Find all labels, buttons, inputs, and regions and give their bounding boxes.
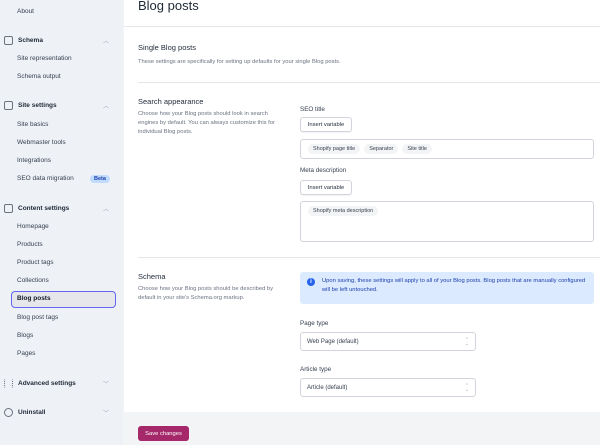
variable-chip[interactable]: Shopify page title (308, 144, 361, 154)
sidebar-group-advanced-settings[interactable]: Advanced settings ﹀ (4, 379, 109, 388)
select-value: Web Page (default) (307, 338, 359, 345)
info-text: Upon saving, these settings will apply t… (322, 278, 586, 293)
article-type-label: Article type (300, 366, 332, 373)
section-heading-search: Search appearance (138, 97, 204, 106)
section-description-schema: Choose how your Blog posts should be des… (138, 286, 274, 301)
sidebar-item-products[interactable]: Products (17, 241, 43, 248)
beta-badge: Beta (90, 175, 110, 183)
select-value: Article (default) (307, 384, 348, 391)
page-type-select[interactable]: Web Page (default) ⌃ ⌄ (300, 332, 476, 351)
sliders-icon (4, 379, 13, 388)
database-icon (4, 36, 13, 45)
sidebar-item-blog-post-tags[interactable]: Blog post tags (17, 314, 59, 321)
variable-chip[interactable]: Shopify meta description (308, 206, 379, 216)
chevron-down-icon: ﹀ (102, 411, 109, 417)
divider (138, 82, 600, 83)
meta-description-input[interactable]: Shopify meta description (300, 201, 594, 242)
page-title: Blog posts (138, 0, 199, 13)
group-label: Advanced settings (18, 380, 76, 387)
sidebar-item-blog-posts[interactable]: Blog posts (17, 295, 51, 302)
meta-description-label: Meta description (300, 167, 347, 174)
alert-circle-icon (4, 408, 13, 417)
sidebar-item-homepage[interactable]: Homepage (17, 223, 49, 230)
section-description-single: These settings are specifically for sett… (138, 59, 341, 65)
active-item-highlight (11, 291, 116, 308)
section-description-search: Choose how your Blog posts should look i… (138, 111, 275, 135)
seo-title-input[interactable]: Shopify page title Separator Site title (300, 139, 594, 159)
chevron-up-down-icon: ⌃ ⌄ (464, 336, 469, 347)
sidebar-group-content-settings[interactable]: Content settings ︿ (4, 204, 109, 213)
section-heading-single: Single Blog posts (138, 43, 196, 52)
sidebar-item-integrations[interactable]: Integrations (17, 157, 51, 164)
sidebar: About Schema ︿ Site representation Schema… (0, 0, 123, 445)
seo-title-label: SEO title (300, 106, 325, 113)
group-label: Content settings (18, 205, 70, 212)
chevron-down-icon: ﹀ (102, 382, 109, 388)
sidebar-item-about[interactable]: About (17, 8, 34, 15)
sidebar-item-schema-output[interactable]: Schema output (17, 73, 61, 80)
variable-chip[interactable]: Site title (402, 144, 432, 154)
info-icon: i (307, 278, 315, 286)
chevron-up-icon: ︿ (102, 104, 109, 110)
sidebar-item-blogs[interactable]: Blogs (17, 332, 34, 339)
chevron-up-icon: ︿ (102, 207, 109, 213)
monitor-icon (4, 101, 13, 110)
sidebar-group-site-settings[interactable]: Site settings ︿ (4, 101, 109, 110)
sidebar-item-pages[interactable]: Pages (17, 350, 36, 357)
page-type-label: Page type (300, 320, 329, 327)
divider (124, 26, 600, 27)
divider (138, 257, 600, 258)
chevron-up-icon: ︿ (102, 39, 109, 45)
info-alert: i Upon saving, these settings will apply … (300, 272, 594, 304)
group-label: Schema (18, 37, 43, 44)
sidebar-item-seo-data-migration[interactable]: SEO data migration (17, 175, 74, 182)
insert-variable-button[interactable]: Insert variable (300, 180, 352, 195)
save-changes-button[interactable]: Save changes (138, 426, 189, 441)
article-type-select[interactable]: Article (default) ⌃ ⌄ (300, 378, 476, 397)
variable-chip[interactable]: Separator (364, 144, 399, 154)
group-label: Uninstall (18, 409, 46, 416)
sidebar-group-uninstall[interactable]: Uninstall ﹀ (4, 408, 109, 417)
sidebar-item-site-representation[interactable]: Site representation (17, 55, 72, 62)
section-heading-schema: Schema (138, 272, 166, 281)
chevron-up-down-icon: ⌃ ⌄ (464, 382, 469, 393)
sidebar-group-schema[interactable]: Schema ︿ (4, 36, 109, 45)
sidebar-item-collections[interactable]: Collections (17, 277, 49, 284)
group-label: Site settings (18, 102, 57, 109)
sidebar-item-webmaster-tools[interactable]: Webmaster tools (17, 139, 66, 146)
layout-icon (4, 204, 13, 213)
sidebar-item-site-basics[interactable]: Site basics (17, 121, 49, 128)
insert-variable-button[interactable]: Insert variable (300, 117, 352, 132)
sidebar-item-product-tags[interactable]: Product tags (17, 259, 54, 266)
